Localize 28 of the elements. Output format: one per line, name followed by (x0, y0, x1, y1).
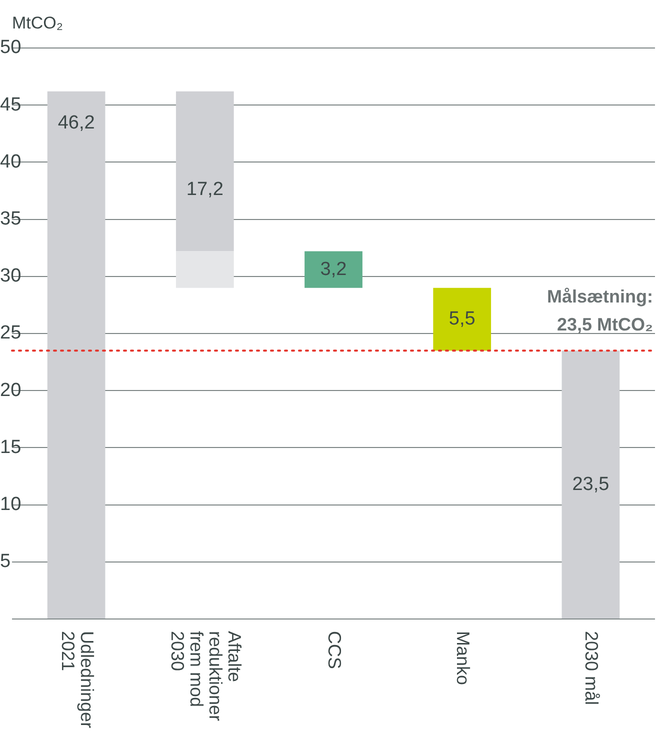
x-tick-label: Manko (453, 631, 474, 686)
bar (176, 251, 234, 288)
y-tick-label: 50 (0, 37, 22, 58)
x-tick-label: Udledninger 2021 (58, 631, 97, 728)
y-tick-label: 35 (0, 208, 22, 230)
y-tick-label: 45 (0, 94, 22, 116)
data-label: 23,5 (572, 474, 610, 495)
bar (304, 251, 362, 288)
y-axis-title: MtCO₂ (12, 14, 63, 33)
bar (176, 91, 234, 252)
y-tick-label: 30 (0, 266, 22, 287)
data-label: 46,2 (58, 112, 95, 134)
x-tick-label: 2030 mål (582, 631, 602, 706)
bar (433, 288, 492, 351)
bar (47, 91, 106, 618)
x-tick-label: Aftalte reduktioner frem mod 2030 (167, 631, 244, 722)
y-tick-label: 25 (0, 322, 22, 344)
annotation: 17,2 (186, 178, 224, 200)
data-label: 3,2 (320, 258, 347, 280)
data-label: 5,5 (448, 308, 476, 330)
y-tick-label: 20 (0, 380, 22, 401)
ref-line-label: Målsætning: 23,5 MtCO₂ (547, 286, 653, 335)
x-tick-label: CCS (324, 631, 345, 670)
y-tick-label: 5 (0, 551, 11, 572)
y-tick-label: 40 (0, 151, 22, 172)
y-tick-label: 10 (0, 494, 22, 516)
y-tick-label: 15 (0, 436, 22, 458)
bar (562, 350, 620, 618)
